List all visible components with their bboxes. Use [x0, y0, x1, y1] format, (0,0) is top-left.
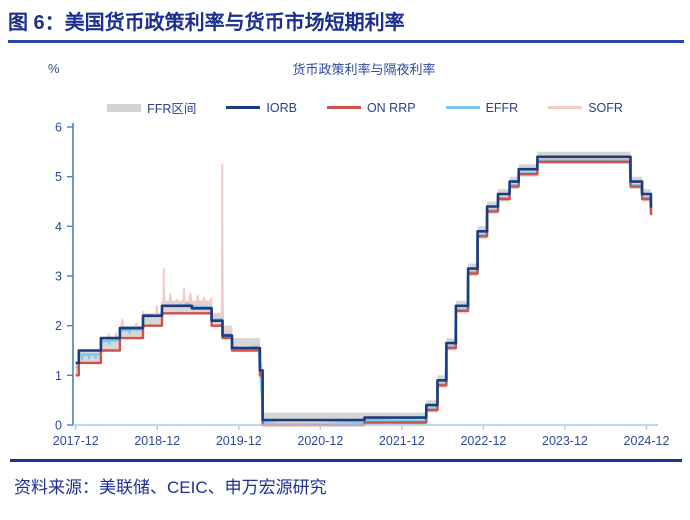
legend-item-on-rrp: ON RRP	[326, 100, 416, 115]
y-axis-tick-label: 0	[55, 419, 62, 433]
legend-item-ffr区间: FFR区间	[107, 98, 196, 117]
legend-swatch-iorb	[226, 106, 261, 109]
legend-item-effr: EFFR	[445, 100, 519, 115]
chart-legend: FFR区间 IORB ON RRP EFFR SOFR	[60, 98, 670, 117]
series-line-sofr	[102, 155, 653, 426]
y-axis-tick-label: 4	[55, 220, 62, 234]
legend-label: EFFR	[485, 100, 519, 115]
x-axis-tick-label: 2021-12	[379, 434, 425, 448]
legend-swatch-ffr区间	[107, 103, 142, 112]
legend-label: IORB	[266, 100, 297, 115]
legend-swatch-effr	[445, 106, 480, 109]
source-note: 资料来源：美联储、CEIC、申万宏源研究	[14, 478, 327, 497]
x-axis-tick-label: 2019-12	[216, 434, 262, 448]
legend-item-iorb: IORB	[226, 101, 297, 115]
legend-label: FFR区间	[147, 102, 197, 116]
bottom-rule	[10, 459, 682, 462]
x-axis-tick-label: 2023-12	[542, 434, 588, 448]
x-axis-tick-label: 2017-12	[53, 434, 99, 448]
x-axis-tick-label: 2022-12	[460, 434, 506, 448]
y-axis-tick-label: 2	[55, 319, 62, 333]
legend-label: SOFR	[588, 100, 623, 115]
y-axis-tick-label: 6	[55, 121, 62, 135]
series-line-on-rrp	[75, 160, 653, 427]
chart-title: 货币政策利率与隔夜利率	[292, 62, 436, 77]
title-underline	[8, 40, 684, 43]
x-axis-tick-label: 2018-12	[134, 434, 180, 448]
figure-title: 图 6：美国货币政策利率与货币市场短期利率	[8, 12, 405, 34]
y-axis-tick-label: 5	[55, 170, 62, 184]
legend-swatch-sofr	[548, 106, 583, 109]
series-line-effr	[75, 159, 653, 424]
y-axis-tick-label: 1	[55, 369, 62, 383]
legend-item-sofr: SOFR	[548, 101, 623, 115]
x-axis-tick-label: 2020-12	[297, 434, 343, 448]
y-axis-unit-label: %	[48, 61, 60, 76]
legend-swatch-on-rrp	[326, 106, 361, 109]
ffr-range-band	[75, 151, 653, 426]
y-axis-tick-label: 3	[55, 270, 62, 284]
legend-label: ON RRP	[366, 100, 416, 115]
series-line-iorb	[75, 155, 653, 422]
x-axis-tick-label: 2024-12	[624, 434, 670, 448]
